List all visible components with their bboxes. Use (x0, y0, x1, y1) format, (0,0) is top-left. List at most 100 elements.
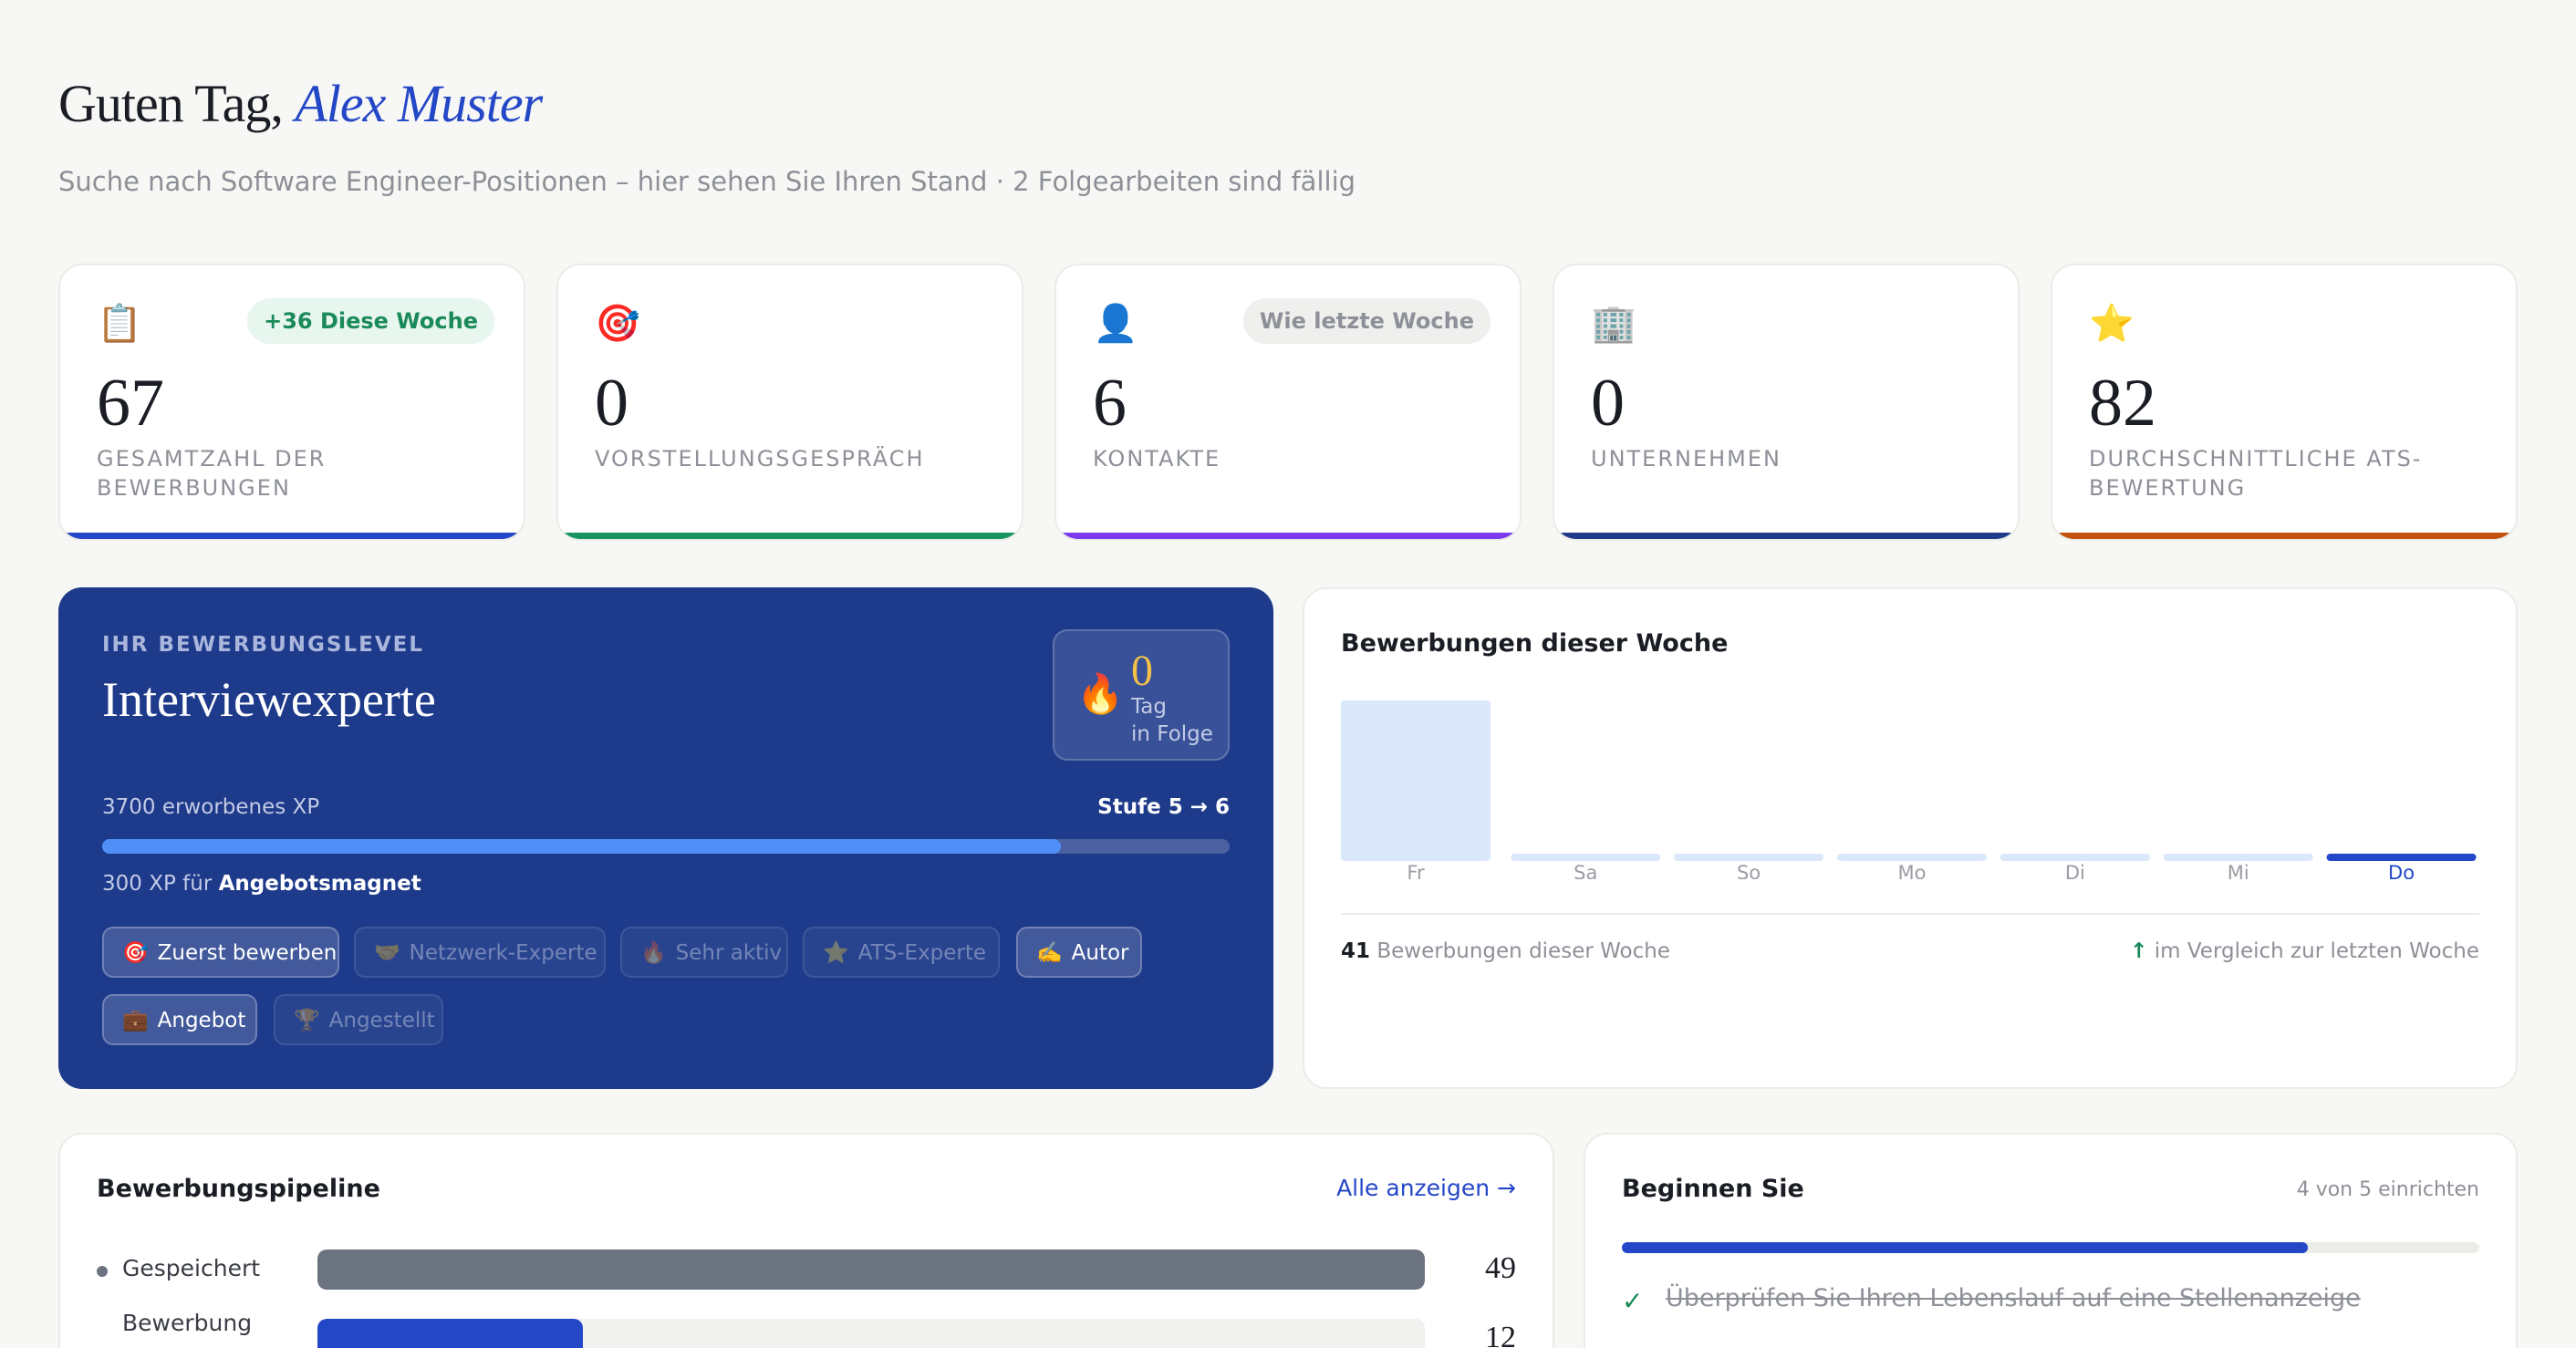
chart-tick-label: Sa (1574, 862, 1597, 879)
chart-bar-sa[interactable] (1511, 854, 1661, 861)
stat-accent-bar (558, 533, 1022, 539)
chart-bar-so[interactable] (1674, 854, 1824, 861)
level-eyebrow: IHR BEWERBUNGSLEVEL (102, 633, 424, 657)
chart-bar-fr[interactable] (1341, 700, 1491, 861)
pipeline-title: Bewerbungspipeline (97, 1175, 380, 1203)
star-icon: ⭐ (2089, 303, 2135, 345)
achievement-icon: 🔥 (640, 941, 667, 965)
stat-accent-bar (60, 533, 524, 539)
pipeline-track (317, 1319, 1425, 1348)
stat-value: 0 (595, 366, 628, 441)
greeting-text: Guten Tag, (58, 74, 284, 133)
streak-value: 0 (1131, 647, 1153, 695)
xp-progress-bar (102, 839, 1230, 854)
stat-badge: +36 Diese Woche (247, 298, 494, 344)
chart-tick-label: So (1737, 862, 1761, 879)
arrow-up-icon: ↑ (2130, 939, 2148, 963)
stat-card[interactable]: 🏢 0 Unternehmen (1553, 264, 2020, 541)
task-label: Überprüfen Sie Ihren Lebenslauf auf eine… (1666, 1284, 2361, 1312)
streak-label-row: in Folge (1131, 722, 1213, 746)
achievement-label: Sehr aktiv (675, 941, 783, 965)
status-dot (97, 1266, 108, 1277)
weekly-total: 41 (1341, 939, 1371, 963)
streak-box: 🔥 0 Tag in Folge (1053, 629, 1230, 761)
stat-value: 82 (2089, 366, 2156, 441)
stage-text: Stufe 5 → 6 (1097, 795, 1230, 819)
achievement-label: Netzwerk-Experte (409, 941, 597, 965)
stat-label: Kontakte (1093, 446, 1221, 472)
stat-value: 0 (1591, 366, 1625, 441)
stat-card[interactable]: 🎯 0 Vorstellungsgespräch (556, 264, 1023, 541)
weekly-card-title: Bewerbungen dieser Woche (1341, 629, 1729, 658)
divider (1341, 913, 2479, 915)
stat-accent-bar (1554, 533, 2018, 539)
stat-accent-bar (1056, 533, 1520, 539)
achievement-chip[interactable]: ✍️ Autor (1016, 927, 1142, 978)
achievement-chip[interactable]: 🔥 Sehr aktiv (620, 927, 788, 978)
weekly-compare-text: ↑ im Vergleich zur letzten Woche (2130, 939, 2479, 963)
stat-label: Gesamtzahl der Bewerbungen (97, 446, 327, 501)
building-icon: 🏢 (1591, 303, 1636, 345)
achievement-icon: ✍️ (1036, 941, 1063, 965)
onboarding-title: Beginnen Sie (1622, 1175, 1804, 1203)
pipeline-card: Bewerbungspipeline Alle anzeigen → Gespe… (58, 1133, 1554, 1348)
stat-accent-bar (2052, 533, 2516, 539)
user-name: Alex Muster (295, 74, 543, 133)
next-level-name: Angebotsmagnet (218, 872, 421, 896)
stat-card[interactable]: ⭐ 82 Durchschnittliche ATS-Bewertung (2051, 264, 2518, 541)
onboarding-count: 4 von 5 einrichten (2296, 1178, 2479, 1201)
achievement-icon: 🎯 (122, 941, 149, 965)
achievement-icon: 🤝 (374, 941, 400, 965)
stat-label: Vorstellungsgespräch (595, 446, 925, 472)
chart-tick-label: Fr (1407, 862, 1425, 879)
achievement-label: Zuerst bewerben (157, 941, 338, 965)
target-icon: 🎯 (595, 303, 640, 345)
achievement-label: Angestellt (328, 1009, 435, 1032)
pipeline-row[interactable]: Bewerbung 12 (97, 1310, 1516, 1348)
achievement-label: ATS-Experte (857, 941, 987, 965)
page-subtitle: Suche nach Software Engineer-Positionen … (58, 166, 1356, 197)
streak-label-day: Tag (1131, 695, 1167, 719)
chart-bar-di[interactable] (2000, 854, 2150, 861)
stat-value: 67 (97, 366, 164, 441)
level-title: Interviewexperte (102, 672, 436, 727)
person-icon: 👤 (1093, 303, 1138, 345)
chart-bar-mo[interactable] (1837, 854, 1987, 861)
achievement-icon: 💼 (122, 1009, 149, 1032)
onboarding-progress-fill (1622, 1242, 2308, 1253)
stat-card[interactable]: 📋 +36 Diese Woche 67 Gesamtzahl der Bewerbu… (58, 264, 525, 541)
pipeline-fill (317, 1249, 1425, 1290)
next-level-text: 300 XP für Angebotsmagnet (102, 872, 421, 896)
chart-tick-label: Mi (2228, 862, 2249, 879)
level-card: IHR BEWERBUNGSLEVEL Interviewexperte 🔥 0… (58, 587, 1273, 1089)
weekly-bar-chart: Fr Sa So Mo Di Mi Do (1341, 700, 2477, 879)
pipeline-stage-name: Gespeichert (122, 1255, 261, 1281)
achievement-icon: 🏆 (294, 1009, 320, 1032)
achievement-icon: ⭐ (823, 941, 849, 965)
stat-badge: Wie letzte Woche (1242, 298, 1491, 344)
pipeline-row[interactable]: Gespeichert 49 (97, 1249, 1516, 1290)
chart-bar-do[interactable] (2326, 854, 2477, 861)
stat-label: Unternehmen (1591, 446, 1782, 472)
achievement-label: Autor (1071, 941, 1129, 965)
clipboard-icon: 📋 (97, 303, 142, 345)
check-icon: ✓ (1622, 1286, 1644, 1316)
chart-tick-label: Di (2065, 862, 2085, 879)
chart-tick-label: Do (2388, 862, 2415, 879)
pipeline-track (317, 1249, 1425, 1290)
chart-bar-mi[interactable] (2163, 854, 2313, 861)
view-all-link[interactable]: Alle anzeigen → (1336, 1175, 1516, 1201)
achievement-chip[interactable]: 🤝 Netzwerk-Experte (354, 927, 606, 978)
weekly-total-text: 41 Bewerbungen dieser Woche (1341, 939, 1670, 963)
stat-value: 6 (1093, 366, 1127, 441)
stat-card[interactable]: 👤 Wie letzte Woche 6 Kontakte (1054, 264, 1522, 541)
achievement-chip[interactable]: 🎯 Zuerst bewerben (102, 927, 339, 978)
achievement-chip[interactable]: 🏆 Angestellt (274, 994, 443, 1045)
onboarding-task[interactable]: ✓ Überprüfen Sie Ihren Lebenslauf auf ein… (1622, 1282, 2479, 1319)
achievement-chip[interactable]: 💼 Angebot (102, 994, 257, 1045)
achievement-chip[interactable]: ⭐ ATS-Experte (803, 927, 1000, 978)
flame-icon: 🔥 (1076, 671, 1125, 716)
chart-tick-label: Mo (1898, 862, 1927, 879)
stat-label: Durchschnittliche ATS-Bewertung (2089, 446, 2423, 501)
pipeline-fill (317, 1319, 584, 1348)
